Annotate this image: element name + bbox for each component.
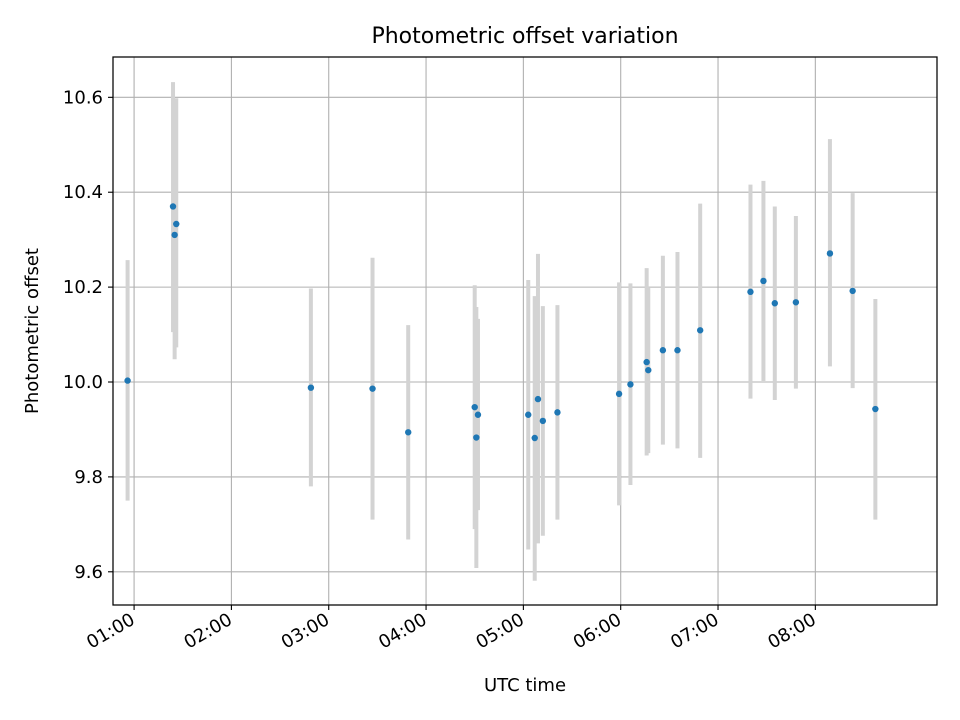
y-axis-label: Photometric offset <box>22 248 43 414</box>
data-point <box>307 384 315 391</box>
data-point <box>169 203 177 210</box>
y-tick-label: 10.2 <box>63 277 103 298</box>
x-tick-label: 07:00 <box>667 609 722 653</box>
data-point <box>539 417 547 425</box>
x-tick-label: 02:00 <box>180 609 235 653</box>
x-tick-label: 06:00 <box>570 609 625 653</box>
data-point <box>771 300 778 307</box>
data-point <box>525 411 532 418</box>
data-point <box>471 403 478 411</box>
data-point <box>474 411 482 418</box>
plot-frame <box>112 56 938 606</box>
data-point <box>760 277 767 285</box>
errorbar-layer <box>125 82 878 581</box>
data-point <box>792 299 800 306</box>
point-layer <box>124 203 879 442</box>
x-tick-label: 03:00 <box>278 609 333 653</box>
data-point <box>849 287 856 295</box>
data-point <box>872 405 879 413</box>
data-point <box>534 395 542 403</box>
grid-layer <box>113 57 937 605</box>
y-tick-label: 10.6 <box>63 87 103 108</box>
data-point <box>405 429 412 436</box>
data-point <box>747 288 754 296</box>
data-point <box>674 347 681 354</box>
data-point <box>645 366 652 374</box>
y-tick-label: 9.6 <box>74 562 103 583</box>
data-point <box>124 377 131 384</box>
x-tick-label: 08:00 <box>764 609 819 653</box>
y-tick-label: 10.4 <box>63 182 103 203</box>
data-point <box>696 327 704 334</box>
data-point <box>826 250 834 257</box>
data-point <box>615 390 623 398</box>
x-tick-label: 05:00 <box>472 609 527 653</box>
data-point <box>173 220 180 228</box>
data-point <box>643 358 650 366</box>
data-point <box>659 347 667 354</box>
data-point <box>171 231 178 239</box>
data-point <box>531 434 538 442</box>
y-tick-label: 9.8 <box>74 467 103 488</box>
data-point <box>627 381 634 388</box>
data-point <box>554 409 561 416</box>
chart-title: Photometric offset variation <box>371 24 678 49</box>
data-point <box>369 385 376 392</box>
x-tick-label: 01:00 <box>83 609 138 653</box>
x-axis-label: UTC time <box>484 675 566 696</box>
x-tick-label: 04:00 <box>375 609 430 653</box>
y-tick-label: 10.0 <box>63 372 103 393</box>
data-point <box>473 434 480 441</box>
